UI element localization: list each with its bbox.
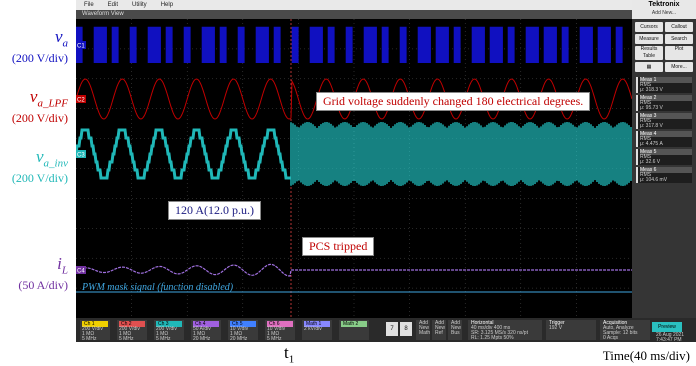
callout-button[interactable]: Callout	[665, 22, 693, 32]
channel-marker: C4	[76, 266, 86, 275]
t1-marker-label: t1	[284, 343, 295, 366]
channel-badge[interactable]: Math 2	[339, 320, 369, 340]
channel-marker-label: C4	[77, 269, 85, 275]
channel-badge[interactable]: Ch 4 50 A/div 1 MΩ 20 MHz	[191, 320, 221, 342]
menu-file[interactable]: File	[84, 2, 94, 8]
waveform-view-tab[interactable]: Waveform View	[76, 10, 636, 19]
channel-marker-label: C2	[77, 98, 85, 104]
label-va: va (200 V/div)	[2, 28, 68, 64]
channel-marker-label: C3	[77, 153, 85, 159]
channel-marker-box	[76, 41, 86, 49]
label-va-lpf-unit: (200 V/div)	[11, 111, 68, 126]
add-channel-7-button[interactable]: 7	[386, 322, 398, 336]
measurement-badge[interactable]: Meas 3 RMS μ: 317.8 V	[636, 113, 692, 129]
preview-button[interactable]: Preview	[652, 322, 682, 332]
oscilloscope-window: File Edit Utility Help Waveform View C1 C…	[76, 0, 696, 343]
measurement-badge[interactable]: Meas 1 RMS μ: 318.3 V	[636, 77, 692, 93]
plot-button[interactable]: Plot	[665, 46, 693, 60]
channel-badge[interactable]: Ch 2 200 V/div 1 MΩ 5 MHz	[117, 320, 147, 342]
status-bar: Ch 1 200 V/div 1 MΩ 5 MHz Ch 2 200 V/div 1 MΩ 5…	[76, 318, 696, 343]
label-va-inv: va_inv (200 V/div)	[2, 148, 68, 184]
measure-button[interactable]: Measure	[635, 34, 663, 44]
acquisition-settings[interactable]: Acquisition Auto, Analyze Sample: 12 bit…	[600, 320, 650, 341]
trace-il	[76, 263, 632, 277]
menu-help[interactable]: Help	[160, 2, 174, 8]
channel-marker-label: C1	[77, 44, 85, 50]
measurement-list: Meas 1 RMS μ: 318.3 V Meas 2 RMS μ: 95.73 V Me…	[632, 77, 696, 183]
channel-marker: C2	[76, 95, 86, 104]
trace-va-inv-after	[290, 122, 632, 186]
trigger-level: 192 V	[549, 325, 563, 331]
measurement-badge[interactable]: Meas 5 RMS μ: 32.6 V	[636, 149, 692, 165]
search-button[interactable]: Search	[665, 34, 693, 44]
measurement-badge[interactable]: Meas 4 RMS μ: 4.475 A	[636, 131, 692, 147]
menu-bar: File Edit Utility Help	[76, 0, 636, 10]
cursors-button[interactable]: Cursors	[635, 22, 663, 32]
trace-va-inv-before	[76, 128, 291, 180]
label-il: iL (50 A/div)	[2, 255, 68, 291]
channel-marker-box	[76, 266, 86, 274]
results-table-button[interactable]: Results Table	[635, 46, 663, 60]
menu-edit[interactable]: Edit	[107, 2, 119, 8]
plot-icon-button[interactable]: ▦	[635, 62, 663, 72]
label-va-lpf: va_LPF (200 V/div)	[2, 88, 68, 124]
annotation-grid-voltage: Grid voltage suddenly changed 180 electr…	[316, 92, 591, 111]
annotation-current: 120 A(12.0 p.u.)	[168, 201, 261, 220]
channel-badge[interactable]: Ch 6 10 V/div 1 MΩ 5 MHz	[265, 320, 295, 342]
channel-marker: C1	[76, 41, 86, 50]
horizontal-settings[interactable]: Horizontal 40 ms/div 400 ms SR: 3.125 MS…	[468, 320, 542, 341]
channel-marker-box	[76, 95, 86, 103]
time-scale-label: Time(40 ms/div)	[602, 348, 690, 363]
add-channel-8-button[interactable]: 8	[400, 322, 412, 336]
channel-marker-box	[76, 150, 86, 158]
menu-utility[interactable]: Utility	[132, 2, 147, 8]
waveform-canvas: C1 C2 C3 C4	[76, 19, 632, 318]
right-panel: Tektronix Add New... Cursors Callout Mea…	[632, 0, 696, 342]
date-time: 26 Aug 2021 7:43:47 PM	[656, 332, 685, 343]
trigger-settings[interactable]: Trigger 192 V	[546, 320, 596, 340]
label-il-unit: (50 A/div)	[18, 278, 68, 293]
add-new-ref-button[interactable]: Add New Ref	[432, 320, 446, 340]
traces: C1 C2 C3 C4	[76, 26, 632, 293]
measurement-badge[interactable]: Meas 2 RMS μ: 95.73 V	[636, 95, 692, 111]
more-button[interactable]: More...	[665, 62, 693, 72]
label-va-inv-unit: (200 V/div)	[11, 171, 68, 186]
channel-badge[interactable]: Ch 1 200 V/div 1 MΩ 5 MHz	[80, 320, 110, 342]
channel-marker: C3	[76, 150, 86, 159]
pwm-mask-label: PWM mask signal (function disabled)	[82, 282, 234, 293]
channel-badge[interactable]: Ch 3 200 V/div 1 MΩ 5 MHz	[154, 320, 184, 342]
measurement-badge[interactable]: Meas 6 RMS μ: 104.6 mV	[636, 167, 692, 183]
waveform-plot[interactable]: C1 C2 C3 C4 PWM mask signal (function disab…	[76, 19, 632, 318]
add-new-bus-button[interactable]: Add New Bus	[448, 320, 462, 340]
brand-logo: Tektronix Add New...	[632, 0, 696, 19]
annotation-pcs-tripped: PCS tripped	[302, 237, 375, 256]
trace-va	[76, 26, 623, 63]
channel-badge[interactable]: Ch 5 10 V/div 1 MΩ 20 MHz	[228, 320, 258, 342]
label-va-unit: (200 V/div)	[11, 51, 68, 66]
add-new-math-button[interactable]: Add New Math	[416, 320, 430, 340]
